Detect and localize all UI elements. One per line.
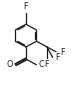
Text: F: F	[55, 53, 60, 62]
Text: F: F	[24, 2, 28, 11]
Text: Cl: Cl	[39, 60, 46, 69]
Text: O: O	[7, 60, 13, 69]
Text: F: F	[45, 60, 49, 69]
Text: F: F	[61, 48, 65, 57]
